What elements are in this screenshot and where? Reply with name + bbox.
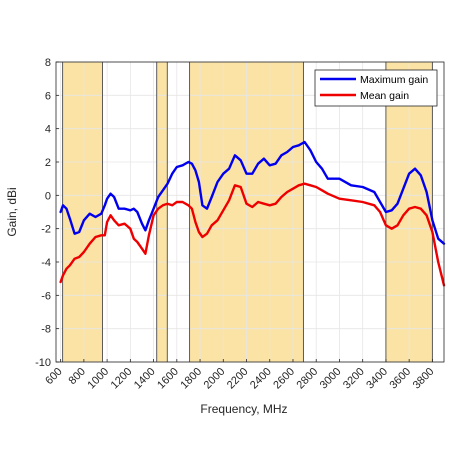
y-tick-label: 6 bbox=[45, 90, 51, 102]
data-series bbox=[59, 140, 446, 287]
y-tick-label: -2 bbox=[41, 224, 51, 236]
x-tick-label: 3200 bbox=[341, 366, 367, 392]
x-tick-label: 2800 bbox=[295, 366, 321, 392]
x-tick-label: 1800 bbox=[178, 366, 204, 392]
y-axis-label: Gain, dBi bbox=[5, 187, 19, 236]
x-tick-label: 2200 bbox=[225, 366, 251, 392]
legend: Maximum gain Mean gain bbox=[314, 69, 438, 107]
y-tick-label: 2 bbox=[45, 157, 51, 169]
frequency-band-0 bbox=[62, 62, 103, 362]
x-axis-ticks: 600 8001000120014001600180020002200240026… bbox=[43, 359, 437, 392]
x-tick-label: 3400 bbox=[364, 366, 390, 392]
y-tick-label: -6 bbox=[41, 290, 51, 302]
y-tick-label: 0 bbox=[45, 190, 51, 202]
x-tick-label: 2600 bbox=[271, 366, 297, 392]
legend-label-mean-gain: Mean gain bbox=[360, 90, 409, 102]
x-axis-label: Frequency, MHz bbox=[200, 402, 287, 416]
x-tick-label: 2000 bbox=[202, 366, 228, 392]
x-tick-label: 3600 bbox=[387, 366, 413, 392]
x-tick-label: 1400 bbox=[132, 366, 158, 392]
x-tick-label: 800 bbox=[67, 366, 88, 387]
x-tick-label: 1000 bbox=[85, 366, 111, 392]
y-tick-label: 4 bbox=[45, 124, 51, 136]
x-tick-label: 3000 bbox=[318, 366, 344, 392]
x-tick-label: 1200 bbox=[109, 366, 135, 392]
series-line-mean-gain bbox=[59, 182, 446, 287]
y-tick-label: -4 bbox=[41, 257, 51, 269]
x-tick-label: 1600 bbox=[155, 366, 181, 392]
frequency-band-1 bbox=[156, 62, 168, 362]
y-tick-label: -8 bbox=[41, 324, 51, 336]
y-axis-ticks: -10 -8 -6 -4 -2 0 2 4 6 8 bbox=[35, 57, 59, 369]
x-tick-label: 3800 bbox=[411, 366, 437, 392]
y-tick-label: -10 bbox=[35, 357, 51, 369]
series-line-maximum-gain bbox=[59, 140, 446, 245]
y-tick-label: 8 bbox=[45, 57, 51, 69]
plot-frame bbox=[55, 61, 445, 363]
x-tick-label: 2400 bbox=[248, 366, 274, 392]
legend-box bbox=[314, 69, 438, 107]
legend-label-maximum-gain: Maximum gain bbox=[360, 74, 428, 86]
